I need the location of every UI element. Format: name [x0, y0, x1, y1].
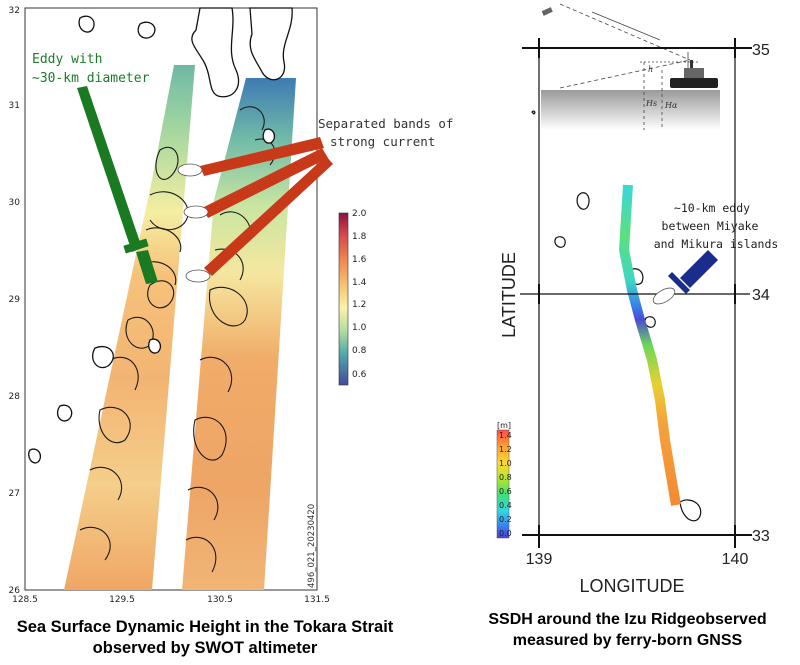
izu-lon-ticks: 139 140: [526, 551, 749, 568]
caption-line: SSDH around the Izu Ridgeobserved: [488, 611, 767, 628]
swot-colorbar-ramp: [338, 212, 349, 386]
colorbar-tick-label: 1.0: [352, 323, 367, 333]
colorbar-tick-label: 1.2: [499, 445, 512, 454]
bands-annotation-line2: strong current: [330, 134, 435, 149]
izu-arrow-band: [668, 272, 690, 294]
colorbar-tick-label: 0.0: [499, 529, 512, 538]
colorbar-tick-label: 1.4: [499, 431, 512, 440]
eddy-annotation-line1: Eddy with: [32, 52, 102, 67]
eddy-arrow-shaft: [77, 86, 142, 252]
x-tick-label: 131.5: [304, 595, 330, 605]
band-arrow-lower: [204, 156, 333, 276]
swot-y-ticks: 26 27 28 29 30 31 32: [9, 6, 21, 596]
izu-eddy-arrow: [652, 250, 718, 305]
izu-figure-caption: SSDH around the Izu Ridgeobserved measur…: [455, 609, 800, 651]
colorbar-tick-label: 0.8: [352, 346, 367, 356]
hand-icon: [652, 287, 676, 305]
izu-frame-ticks: [522, 38, 752, 548]
lon-tick-label: 139: [526, 551, 553, 568]
swot-x-ticks: 128.5 129.5 130.5 131.5: [12, 595, 330, 605]
y-tick-label: 30: [9, 198, 21, 208]
izu-lat-ticks: 35 34 33: [752, 42, 770, 545]
colorbar-tick-label: 1.0: [499, 459, 512, 468]
eddy-annotation: Eddy with ~30-km diameter: [32, 52, 150, 86]
x-tick-label: 129.5: [109, 595, 135, 605]
x-tick-label: 128.5: [12, 595, 38, 605]
colorbar-tick-label: 2.0: [352, 209, 367, 219]
izu-annotation-line3: and Mikura islands: [654, 237, 779, 251]
colorbar-tick-label: 0.6: [352, 370, 367, 380]
caption-line: Sea Surface Dynamic Height in the Tokara…: [16, 618, 394, 636]
label-ha: Hα: [664, 101, 678, 110]
ferry-icon: [670, 60, 718, 88]
y-tick-label: 31: [9, 101, 20, 111]
lat-tick-label: 34: [752, 287, 770, 304]
y-tick-label: 28: [9, 392, 21, 402]
y-tick-label: 29: [9, 295, 21, 305]
izu-arrow-shaft: [680, 250, 718, 288]
colorbar-tick-label: 1.8: [352, 232, 367, 242]
colorbar-tick-label: 1.4: [352, 278, 367, 288]
eddy-arrow-crossbar: [123, 238, 149, 254]
swot-colorbar: 2.0 1.8 1.6 1.4 1.2 1.0 0.8 0.6: [338, 209, 367, 386]
caption-line: measured by ferry-born GNSS: [512, 632, 743, 649]
izu-x-axis-label: LONGITUDE: [579, 576, 684, 596]
swot-swath-east: [182, 78, 296, 590]
caption-line: observed by SWOT altimeter: [92, 639, 318, 657]
colorbar-tick-label: 0.8: [499, 473, 512, 482]
eddy-annotation-line2: ~30-km diameter: [32, 71, 150, 86]
x-tick-label: 130.5: [207, 595, 233, 605]
y-tick-label: 32: [9, 6, 20, 16]
band-arrow-upper: [200, 137, 324, 176]
sea-schematic-labels: h Hs Hα: [645, 65, 678, 110]
izu-colorbar-unit: [m]: [497, 421, 511, 430]
lon-tick-label: 140: [722, 551, 749, 568]
swot-figure-caption: Sea Surface Dynamic Height in the Tokara…: [0, 617, 410, 659]
y-tick-label: 27: [9, 489, 20, 499]
eddy-arrow: [77, 86, 158, 284]
izu-annotation-line2: between Miyake: [662, 219, 759, 233]
ferry-gnss-track: [619, 184, 681, 506]
swot-pass-id: 496_021_20230420: [307, 504, 317, 588]
satellite-icon: [541, 7, 553, 16]
y-tick-label: 26: [9, 586, 21, 596]
sea-schematic-lines: [559, 3, 700, 130]
colorbar-tick-label: 0.4: [499, 501, 512, 510]
sea-section: [541, 90, 720, 130]
colorbar-tick-label: 1.2: [352, 300, 366, 310]
izu-eddy-annotation: ~10-km eddy between Miyake and Mikura is…: [654, 201, 779, 251]
eddy-arrow-head: [136, 250, 158, 284]
lat-tick-label: 35: [752, 42, 770, 59]
izu-y-axis-label: LATITUDE: [499, 252, 519, 338]
label-h: h: [648, 65, 653, 74]
bands-annotation: Separated bands of strong current: [318, 116, 453, 149]
swot-swath-west: [64, 65, 195, 590]
izu-map-panel: h Hs Hα 35: [496, 3, 779, 596]
izu-colorbar: [m] 1.4 1.2 1.0 0.8 0.6 0.4 0.2 0.0: [496, 421, 512, 539]
colorbar-tick-label: 1.6: [352, 255, 367, 265]
izu-colorbar-ramp: [496, 429, 510, 539]
label-hs: Hs: [645, 99, 657, 108]
band-arrow-middle: [202, 148, 328, 218]
hand-icon: [183, 205, 209, 219]
izu-annotation-line1: ~10-km eddy: [674, 201, 750, 215]
lat-tick-label: 33: [752, 528, 770, 545]
swot-map-panel: 128.5 129.5 130.5 131.5 26 27 28 29 30 3…: [9, 6, 454, 605]
band-arrows: [177, 137, 333, 283]
kyushu-coastline: [28, 7, 293, 464]
bands-annotation-line1: Separated bands of: [318, 116, 453, 131]
colorbar-tick-label: 0.2: [499, 515, 512, 524]
colorbar-tick-label: 0.6: [499, 487, 512, 496]
hand-icon: [177, 163, 203, 177]
hand-icon: [185, 269, 211, 283]
